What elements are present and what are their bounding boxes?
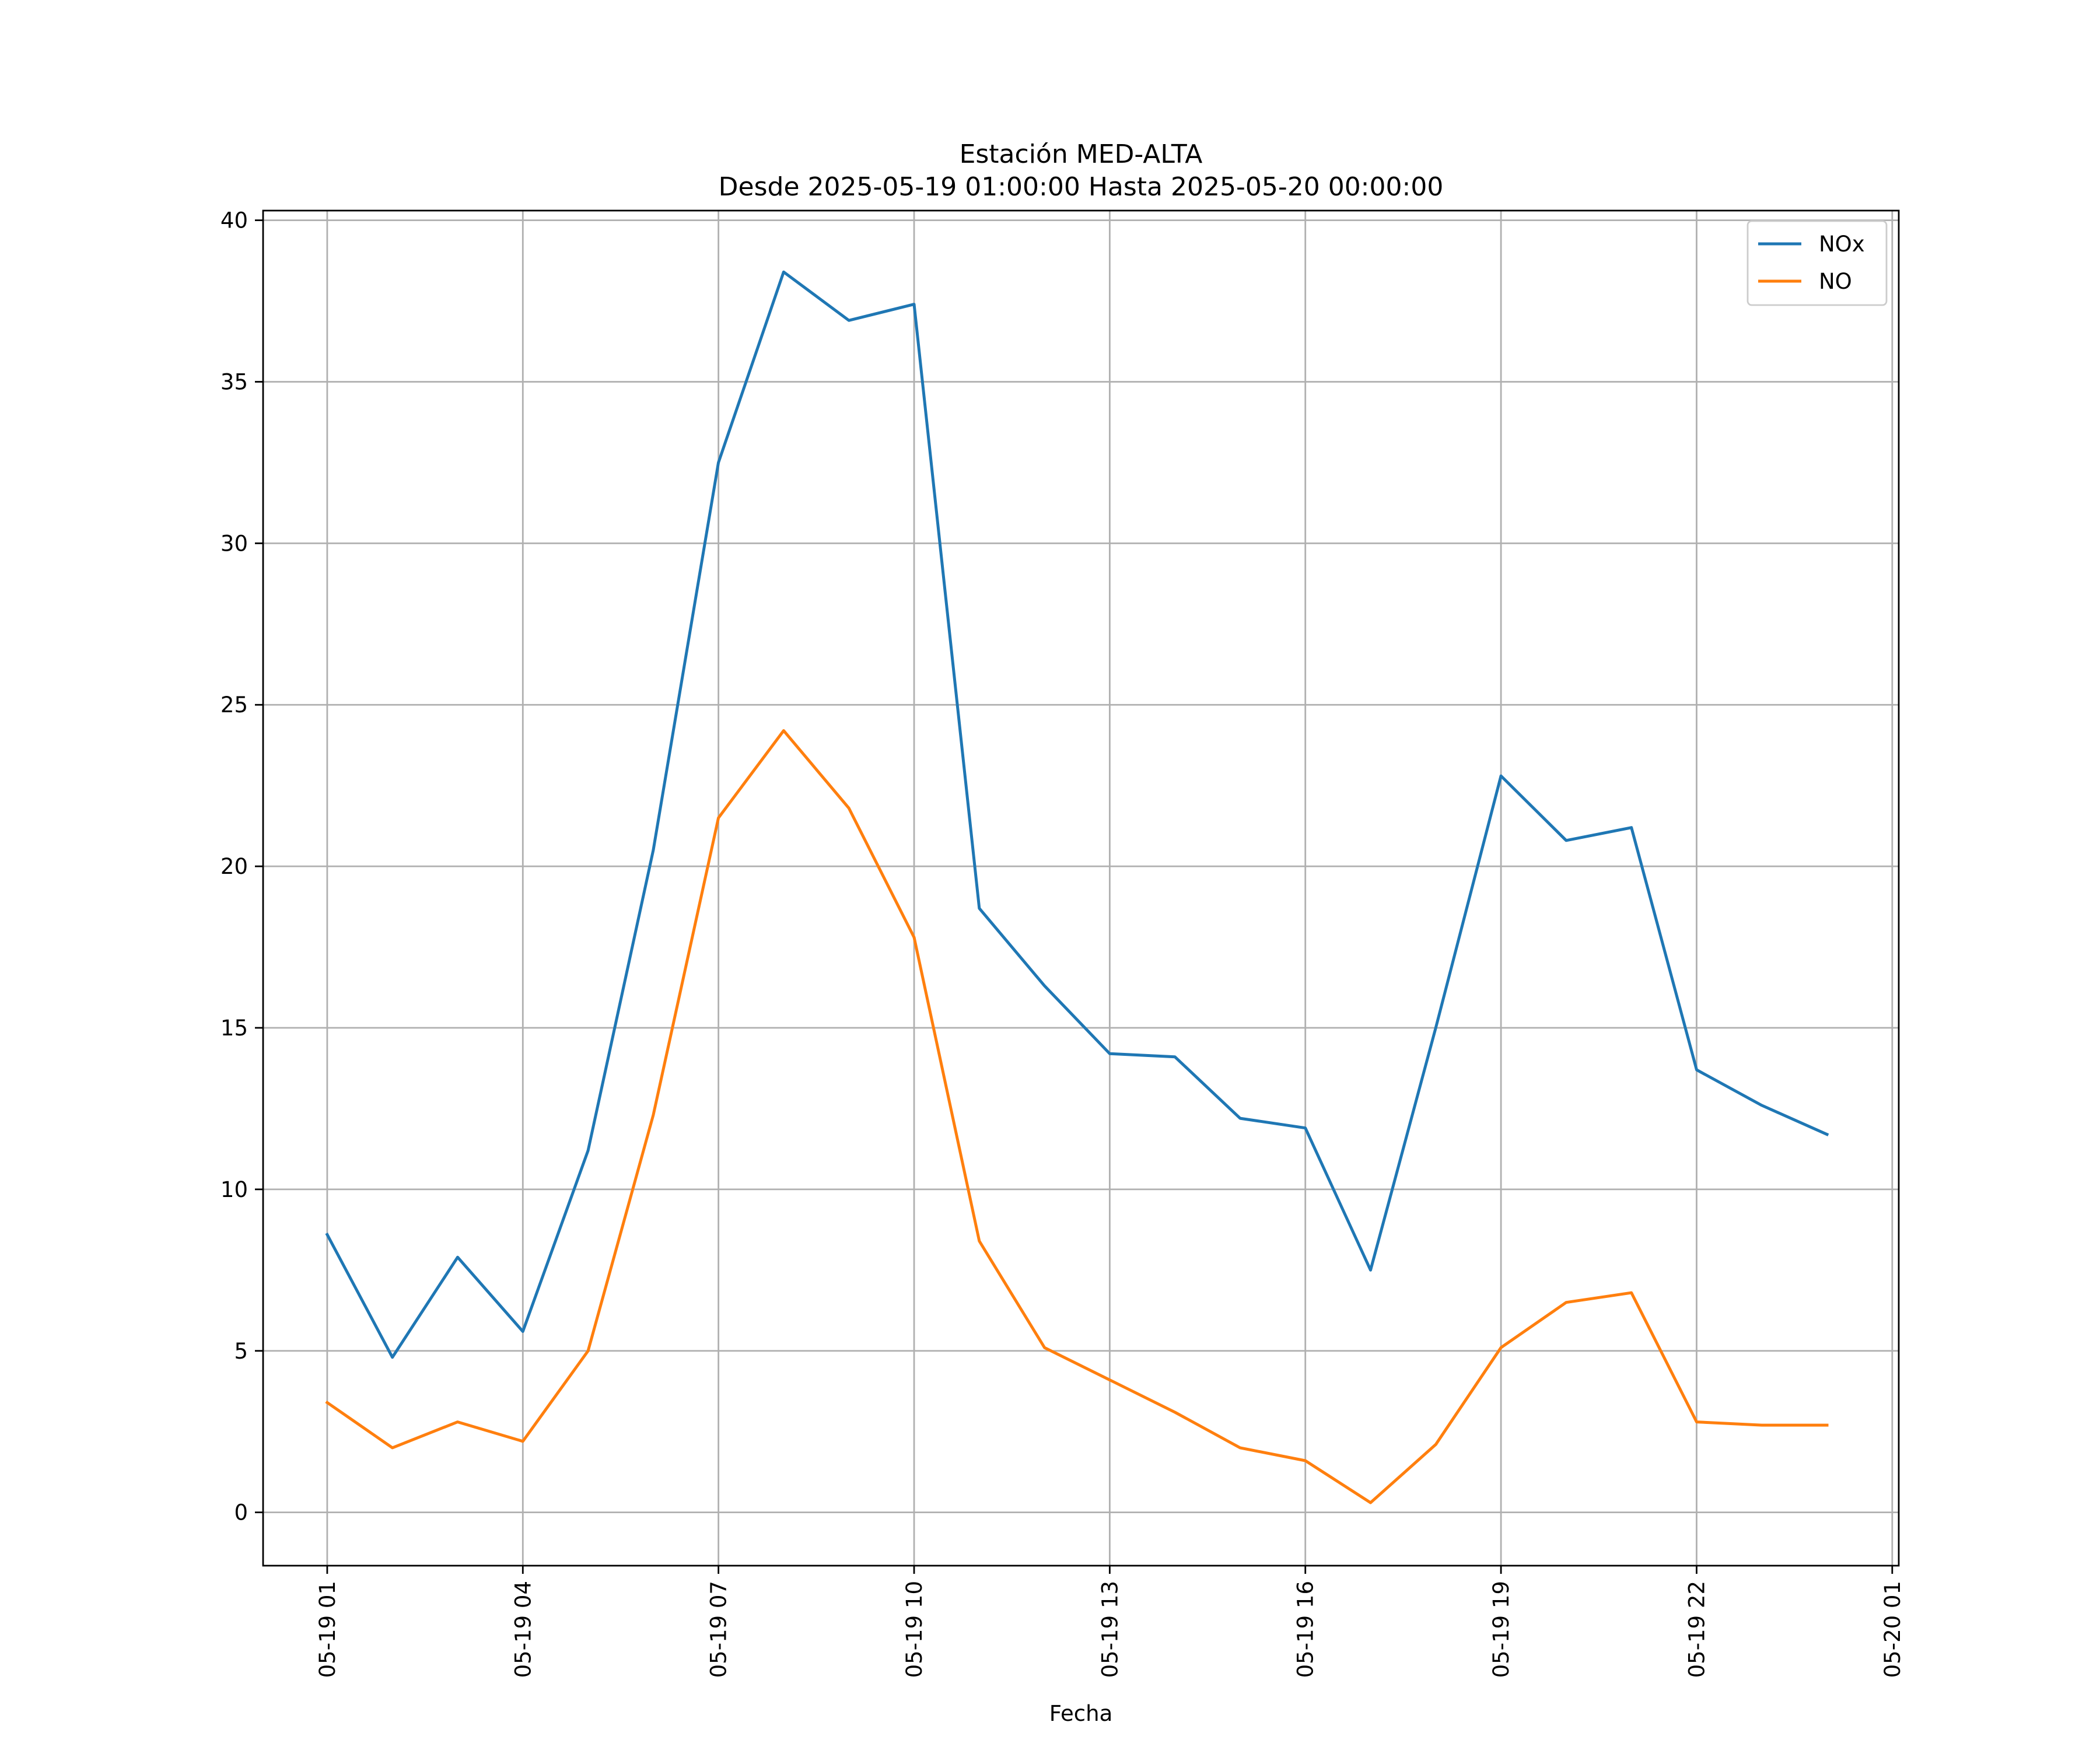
y-tick-label: 30 (220, 531, 248, 556)
y-tick-label: 15 (220, 1016, 248, 1041)
x-tick-label: 05-19 19 (1489, 1581, 1514, 1678)
legend-label-nox: NOx (1819, 232, 1865, 257)
x-axis-ticks: 05-19 01 05-19 04 05-19 07 05-19 10 05-19 13… (315, 1566, 1905, 1678)
series-lines (325, 270, 1829, 1504)
x-tick-label: 05-20 01 (1880, 1581, 1905, 1678)
legend-label-no: NO (1819, 269, 1852, 294)
y-tick-label: 5 (234, 1339, 248, 1364)
y-tick-label: 40 (220, 208, 248, 233)
x-tick-label: 05-19 22 (1684, 1581, 1709, 1678)
legend-box (1746, 220, 1888, 306)
x-tick-label: 05-19 01 (315, 1581, 340, 1678)
grid (263, 211, 1899, 1566)
chart-subtitle: Desde 2025-05-19 01:00:00 Hasta 2025-05-… (719, 172, 1444, 202)
legend: NOx NO (1746, 220, 1888, 306)
y-tick-label: 20 (220, 854, 248, 879)
x-tick-label: 05-19 07 (706, 1581, 732, 1678)
y-tick-label: 35 (220, 369, 248, 394)
y-tick-label: 10 (220, 1177, 248, 1202)
series-line-no (325, 729, 1829, 1504)
plot-frame (262, 209, 1900, 1567)
x-tick-label: 05-19 04 (510, 1581, 536, 1678)
y-axis-ticks: 0 5 10 15 20 25 30 35 40 (220, 208, 263, 1525)
y-tick-label: 0 (234, 1500, 248, 1525)
x-tick-label: 05-19 13 (1097, 1581, 1122, 1678)
series-line-nox (325, 270, 1829, 1359)
x-tick-label: 05-19 16 (1293, 1581, 1318, 1678)
x-axis-label: Fecha (1049, 1701, 1113, 1726)
chart-title: Estación MED-ALTA (960, 139, 1203, 169)
x-tick-label: 05-19 10 (902, 1581, 927, 1678)
y-tick-label: 25 (220, 692, 248, 718)
